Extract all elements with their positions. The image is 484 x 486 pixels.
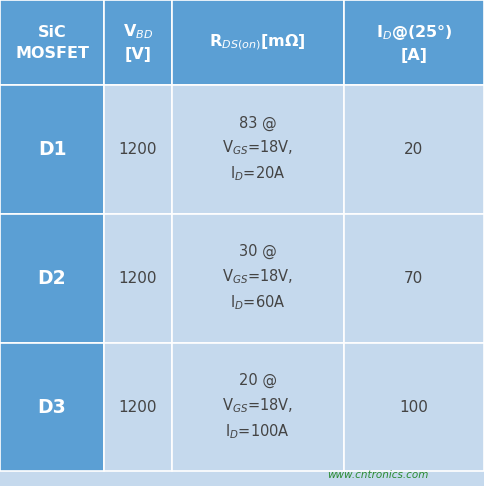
Text: D3: D3 [38, 398, 66, 417]
Bar [344, 214, 484, 343]
Bar [0, 0, 104, 85]
Text: 100: 100 [399, 399, 428, 415]
Text: R$_{DS(on)}$[mΩ]: R$_{DS(on)}$[mΩ] [209, 33, 306, 52]
Text: 70: 70 [404, 271, 424, 286]
Text: D1: D1 [38, 140, 66, 159]
Bar [172, 85, 344, 214]
Text: www.cntronics.com: www.cntronics.com [327, 470, 428, 480]
Text: 20 @
V$_{GS}$=18V,
I$_{D}$=100A: 20 @ V$_{GS}$=18V, I$_{D}$=100A [222, 373, 293, 441]
Text: 83 @
V$_{GS}$=18V,
I$_{D}$=20A: 83 @ V$_{GS}$=18V, I$_{D}$=20A [222, 116, 293, 183]
Bar [0, 214, 104, 343]
Bar [344, 85, 484, 214]
Text: D2: D2 [38, 269, 66, 288]
Text: 30 @
V$_{GS}$=18V,
I$_{D}$=60A: 30 @ V$_{GS}$=18V, I$_{D}$=60A [222, 244, 293, 312]
Bar [172, 343, 344, 471]
Bar [344, 0, 484, 85]
Text: SiC
MOSFET: SiC MOSFET [15, 24, 89, 61]
Text: 20: 20 [404, 142, 424, 157]
Bar [344, 343, 484, 471]
Text: 1200: 1200 [119, 399, 157, 415]
Bar [104, 343, 172, 471]
Bar [172, 0, 344, 85]
Bar [0, 343, 104, 471]
Text: I$_{D}$@(25°)
[A]: I$_{D}$@(25°) [A] [376, 22, 452, 63]
Text: V$_{BD}$
[V]: V$_{BD}$ [V] [123, 23, 153, 62]
Text: 1200: 1200 [119, 142, 157, 157]
Bar [0, 85, 104, 214]
Text: 1200: 1200 [119, 271, 157, 286]
Bar [172, 214, 344, 343]
Bar [104, 85, 172, 214]
Bar [104, 0, 172, 85]
Bar [104, 214, 172, 343]
